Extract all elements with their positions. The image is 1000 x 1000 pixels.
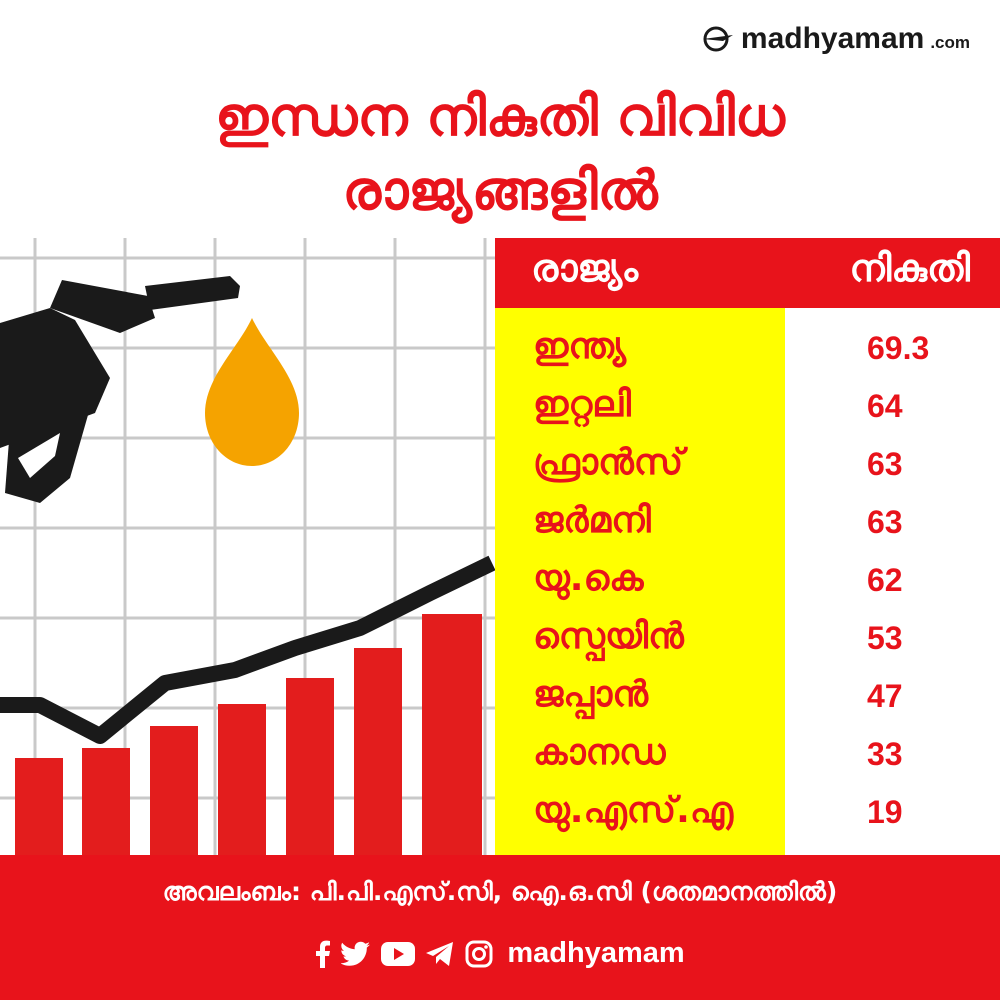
table-row: ജർമനി 63: [495, 496, 1000, 554]
tax-value: 69.3: [867, 330, 930, 366]
page-title: ഇന്ധന നികുതി വിവിധ രാജ്യങ്ങളിൽ: [0, 80, 1000, 228]
country-name: യു.കെ: [533, 558, 644, 599]
nozzle-highlight: [18, 433, 60, 478]
title-line-1: ഇന്ധന നികുതി വിവിധ: [215, 85, 785, 148]
twitter-icon[interactable]: [341, 941, 371, 967]
youtube-icon[interactable]: [381, 941, 416, 966]
tax-value: 63: [867, 504, 903, 540]
social-handle: madhyamam: [507, 937, 685, 969]
brand-logo: madhyamam .com: [701, 22, 970, 56]
table-row: സ്പെയിൻ 53: [495, 612, 1000, 670]
table-row: യു.കെ 62: [495, 554, 1000, 612]
tax-value: 53: [867, 620, 903, 656]
rising-bars: [15, 614, 482, 858]
country-name: ജപ്പാൻ: [533, 674, 649, 715]
title-line-2: രാജ്യങ്ങളിൽ: [342, 159, 658, 222]
brand-name: madhyamam: [740, 22, 925, 55]
tax-value: 33: [867, 736, 903, 772]
header-country: രാജ്യം: [531, 246, 639, 290]
fuel-drop-icon: [205, 318, 299, 466]
madhyamam-logo-icon: [702, 26, 733, 52]
table-row: കാനഡ 33: [495, 728, 1000, 786]
table-row: ജപ്പാൻ 47: [495, 670, 1000, 728]
header-tax: നികുതി: [849, 246, 970, 290]
country-column-highlight: [495, 308, 785, 855]
fuel-nozzle-icon: [0, 276, 240, 503]
tax-value: 62: [867, 562, 903, 598]
country-name: ഇന്ത്യ: [533, 326, 626, 367]
brand-domain: .com: [930, 33, 970, 52]
table-row: ഫ്രാൻസ് 63: [495, 438, 1000, 496]
social-links: madhyamam: [0, 937, 1000, 970]
country-name: സ്പെയിൻ: [533, 616, 684, 657]
country-name: യു.എസ്.എ: [533, 790, 734, 831]
country-name: കാനഡ: [533, 732, 666, 773]
fuel-price-illustration: [0, 238, 500, 858]
telegram-icon[interactable]: [425, 941, 455, 967]
facebook-icon[interactable]: [315, 940, 331, 968]
tax-value: 63: [867, 446, 903, 482]
country-name: ഫ്രാൻസ്: [533, 442, 684, 483]
table-header: രാജ്യം നികുതി: [495, 238, 1000, 308]
footer-band: അവലംബം: പി.പി.എസ്.സി, ഐ.ഒ.സി (ശതമാനത്തിൽ…: [0, 855, 1000, 1000]
country-name: ജർമനി: [533, 500, 651, 541]
table-row: ഇന്ത്യ 69.3: [495, 322, 1000, 380]
tax-value: 64: [867, 388, 903, 424]
country-name: ഇറ്റലി: [533, 384, 631, 425]
tax-value: 19: [867, 794, 903, 830]
table-row: യു.എസ്.എ 19: [495, 786, 1000, 844]
instagram-icon[interactable]: [465, 940, 493, 968]
fuel-tax-table: രാജ്യം നികുതി ഇന്ത്യ 69.3 ഇറ്റലി 64 ഫ്രാ…: [495, 238, 1000, 855]
source-note: അവലംബം: പി.പി.എസ്.സി, ഐ.ഒ.സി (ശതമാനത്തിൽ…: [162, 877, 838, 906]
table-row: ഇറ്റലി 64: [495, 380, 1000, 438]
tax-value: 47: [867, 678, 903, 714]
trend-line: [0, 555, 496, 744]
